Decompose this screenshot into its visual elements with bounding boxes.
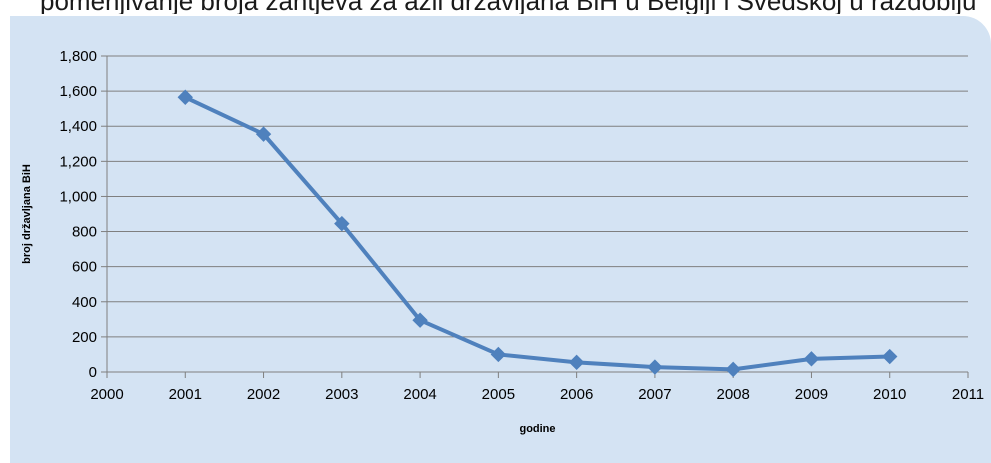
x-tick-label: 2011 (952, 386, 984, 403)
data-point (882, 348, 898, 365)
y-tick-label: 1,000 (59, 188, 97, 205)
axes (101, 55, 969, 378)
x-tick-label: 2007 (638, 386, 671, 403)
data-point (647, 359, 663, 375)
x-tick-label: 2002 (247, 386, 280, 403)
x-tick-label: 2004 (403, 386, 436, 403)
data-point (725, 361, 741, 378)
x-tick-label: 2005 (482, 386, 515, 403)
x-tick-label: 2008 (716, 386, 749, 403)
y-tick-label: 0 (89, 364, 97, 381)
x-tick-labels: 2000 2001 2002 2003 2004 2005 2006 2007 2008 2009… (90, 386, 984, 403)
x-tick-label: 2000 (90, 386, 123, 403)
partial-title: pomenjivanje broja zahtjeva za azil drža… (0, 0, 991, 14)
data-point (255, 126, 272, 142)
y-tick-label: 200 (72, 329, 97, 346)
x-tick-label: 2009 (795, 386, 828, 403)
y-axis-label: broj državljana BiH (21, 164, 33, 264)
data-point (412, 312, 428, 328)
grid-lines (107, 55, 968, 338)
x-tick-label: 2010 (873, 386, 906, 403)
data-point (568, 354, 585, 371)
y-tick-label: 1,400 (59, 118, 97, 135)
x-tick-label: 2001 (169, 386, 202, 403)
y-tick-label: 600 (72, 259, 97, 276)
series-line (184, 95, 890, 372)
y-tick-label: 800 (72, 224, 97, 241)
data-point (177, 89, 193, 105)
x-tick-label: 2006 (560, 386, 593, 403)
y-tick-label: 400 (72, 294, 97, 311)
data-point (803, 351, 820, 367)
y-tick-label: 1,800 (59, 48, 97, 65)
y-tick-label: 1,200 (59, 153, 97, 170)
data-point (334, 215, 350, 232)
y-tick-labels: 0 200 400 600 800 1,000 1,200 1,400 1,600 1,800 (59, 48, 97, 381)
y-tick-label: 1,600 (59, 83, 97, 100)
series-layer (177, 89, 898, 378)
data-point (490, 346, 507, 363)
x-tick-label: 2003 (325, 386, 358, 403)
x-axis-label: godine (519, 423, 555, 435)
chart-panel (10, 16, 991, 463)
